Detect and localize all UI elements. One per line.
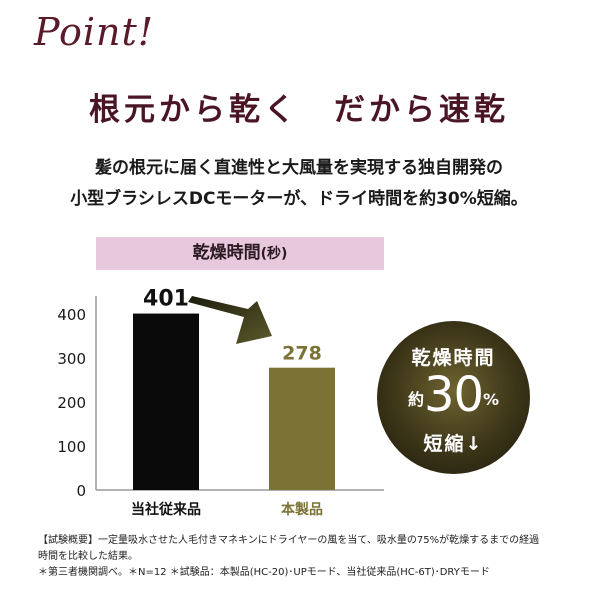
note-line-1: 【試験概要】一定量吸水させた人毛付きマネキンにドライヤーの風を当て、吸水量の75… xyxy=(38,535,540,546)
reduction-badge: 乾燥時間 約30% 短縮↓ xyxy=(377,321,530,474)
chart-title-box: 乾燥時間(秒) xyxy=(96,237,384,270)
note-line-2: 時間を比較した結果。 xyxy=(38,551,138,562)
badge-prefix: 約 xyxy=(407,390,424,409)
bars: 401 278 xyxy=(133,287,335,490)
y-tick-label: 200 xyxy=(57,394,86,412)
category-labels: 当社従来品 本製品 xyxy=(131,501,323,518)
y-tick-label: 400 xyxy=(57,306,86,324)
badge-suffix: % xyxy=(483,390,500,409)
chart-title: 乾燥時間 xyxy=(192,243,261,263)
page-heading: 根元から乾く だから速乾 xyxy=(89,92,509,128)
badge-title: 乾燥時間 xyxy=(411,347,496,369)
category-label: 本製品 xyxy=(281,501,323,518)
description-line-2: 小型ブラシレスDCモーターが、ドライ時間を約30%短縮。 xyxy=(70,189,528,209)
badge-reduction-label: 短縮↓ xyxy=(423,433,484,455)
bar-value-label: 401 xyxy=(143,287,189,312)
bar xyxy=(133,313,199,490)
y-tick-label: 0 xyxy=(76,482,86,500)
bar-value-label: 278 xyxy=(282,343,322,365)
reduction-arrow xyxy=(188,296,272,344)
point-label: Point! xyxy=(34,10,155,54)
y-tick-label: 100 xyxy=(57,438,86,456)
badge-value: 約30% xyxy=(377,371,530,419)
y-axis-ticks: 0 100 200 300 400 xyxy=(57,306,86,500)
badge-number: 30 xyxy=(423,367,484,423)
arrow-shape xyxy=(188,296,272,344)
note-line-3: ＊第三者機関調べ。＊N=12 ＊試験品：本製品(HC-20)･UPモード、当社従… xyxy=(38,567,490,578)
chart-title-unit: (秒) xyxy=(260,246,288,262)
category-label: 当社従来品 xyxy=(131,501,201,518)
description-line-1: 髪の根元に届く直進性と大風量を実現する独自開発の xyxy=(95,158,503,178)
bar xyxy=(269,367,335,490)
y-tick-label: 300 xyxy=(57,350,86,368)
